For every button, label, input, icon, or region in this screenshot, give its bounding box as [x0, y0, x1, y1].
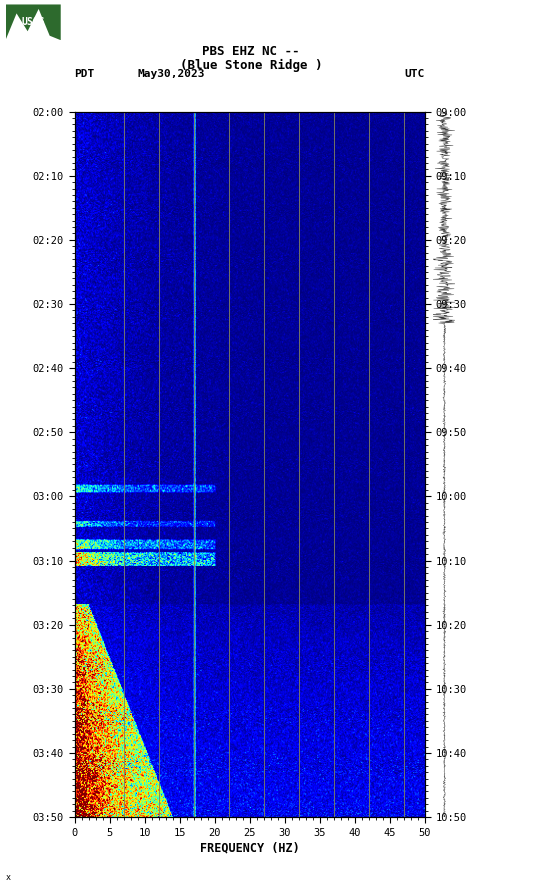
Text: May30,2023: May30,2023	[137, 69, 205, 79]
Text: x: x	[6, 873, 10, 882]
Text: (Blue Stone Ridge ): (Blue Stone Ridge )	[180, 59, 322, 71]
Text: USGS: USGS	[22, 17, 45, 28]
X-axis label: FREQUENCY (HZ): FREQUENCY (HZ)	[200, 842, 300, 855]
Polygon shape	[6, 4, 61, 40]
Text: PBS EHZ NC --: PBS EHZ NC --	[203, 46, 300, 58]
Text: PDT: PDT	[75, 69, 95, 79]
Text: UTC: UTC	[405, 69, 425, 79]
